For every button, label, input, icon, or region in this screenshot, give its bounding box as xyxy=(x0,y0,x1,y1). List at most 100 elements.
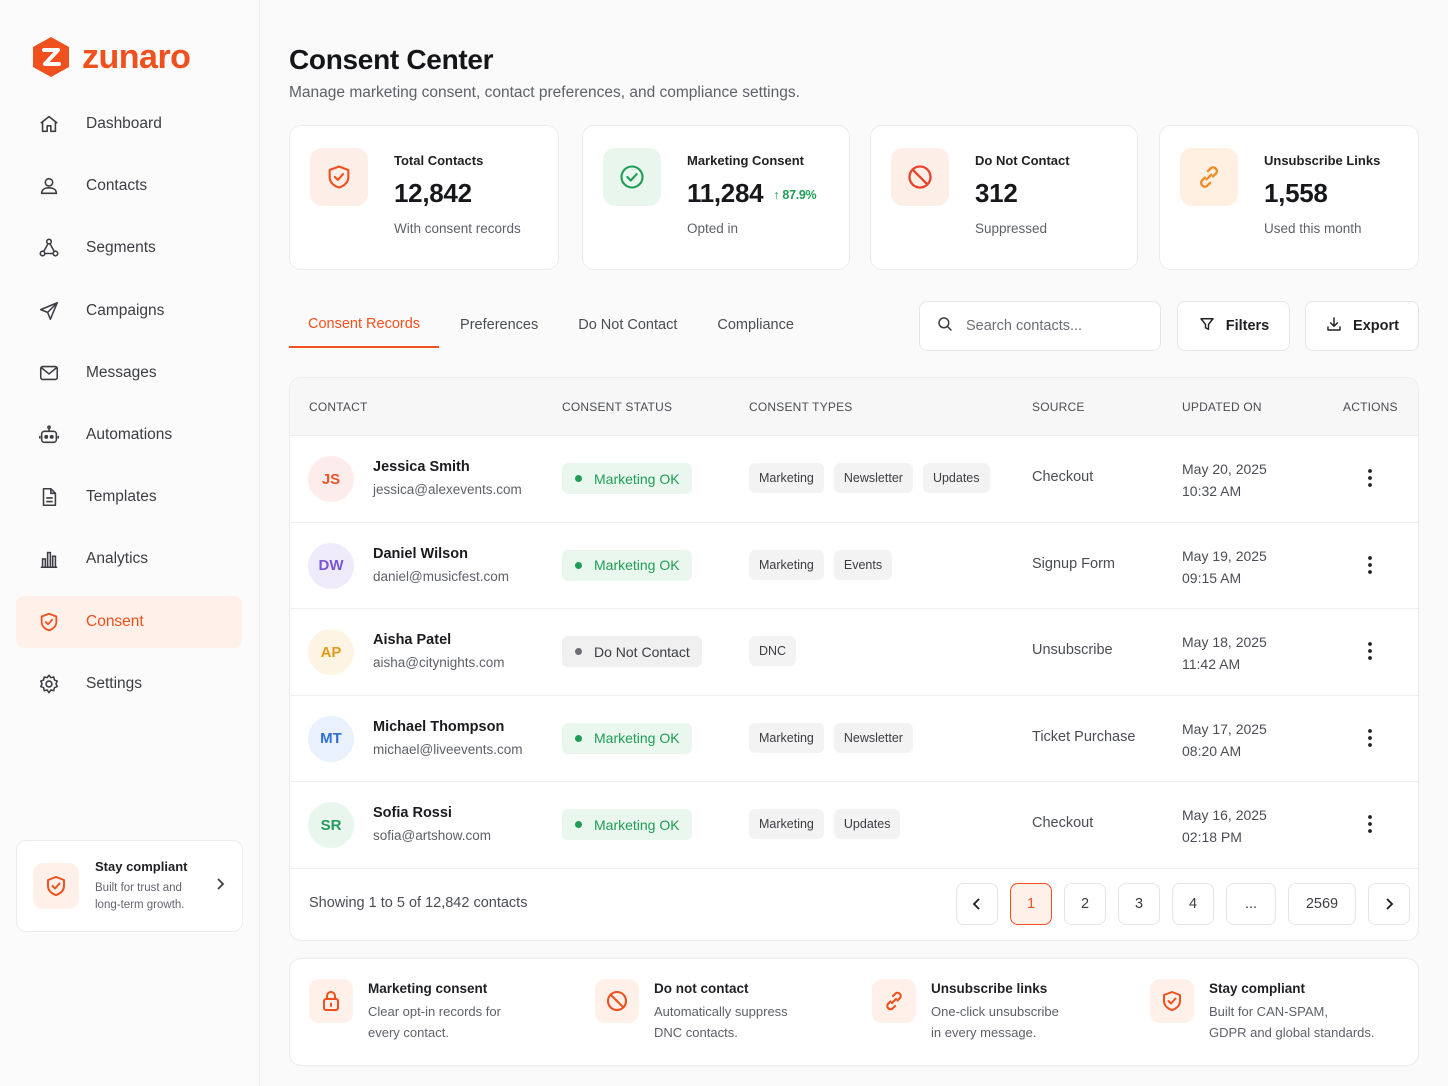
ban-icon xyxy=(595,979,639,1023)
export-label: Export xyxy=(1353,318,1399,334)
feature-desc-line: One-click unsubscribe xyxy=(931,1004,1059,1019)
page-button[interactable]: 2 xyxy=(1064,883,1106,925)
more-actions-icon[interactable] xyxy=(1358,726,1382,750)
updated-time: 02:18 PM xyxy=(1182,829,1242,846)
stay-compliant-card[interactable]: Stay compliant Built for trust and long-… xyxy=(16,840,243,932)
updated-on: May 20, 2025 10:32 AM xyxy=(1182,458,1267,502)
stat-card-marketing-consent: Marketing Consent 11,284 ↑ 87.9% Opted in xyxy=(582,125,850,270)
tab-consent-records[interactable]: Consent Records xyxy=(289,302,440,348)
sidebar-item-analytics[interactable]: Analytics xyxy=(16,533,242,585)
sidebar-item-label: Campaigns xyxy=(86,301,165,319)
updated-on: May 19, 2025 09:15 AM xyxy=(1182,545,1267,589)
consent-type-tag: Newsletter xyxy=(833,722,913,753)
column-header: CONTACT xyxy=(309,400,368,414)
page-button[interactable]: 4 xyxy=(1172,883,1214,925)
consent-types: Marketing Events xyxy=(749,549,893,580)
consent-type-tag: Marketing xyxy=(749,809,824,840)
contact-name: Jessica Smith xyxy=(373,459,470,475)
sidebar-item-dashboard[interactable]: Dashboard xyxy=(16,98,242,150)
chevron-right-icon xyxy=(1386,898,1394,910)
avatar: DW xyxy=(308,542,354,589)
lock-icon xyxy=(309,979,353,1023)
consent-type-tag: Marketing xyxy=(749,549,824,580)
next-page-button[interactable] xyxy=(1368,883,1410,925)
stat-card-do-not-contact: Do Not Contact 312 Suppressed xyxy=(870,125,1138,270)
shield-check-icon xyxy=(310,148,368,206)
more-actions-icon[interactable] xyxy=(1358,466,1382,490)
sidebar-item-messages[interactable]: Messages xyxy=(16,347,242,399)
source: Unsubscribe xyxy=(1032,642,1113,659)
feature-stay-compliant: Stay compliant Built for CAN-SPAM, GDPR a… xyxy=(1150,979,1374,1043)
avatar: JS xyxy=(308,456,354,502)
feature-unsubscribe-links: Unsubscribe links One-click unsubscribe i… xyxy=(872,979,1059,1043)
sidebar-item-segments[interactable]: Segments xyxy=(16,222,242,274)
table-row[interactable]: MT Michael Thompson michael@liveevents.c… xyxy=(290,696,1418,783)
search-input[interactable] xyxy=(966,318,1146,334)
search-icon xyxy=(936,315,954,338)
contact-name: Aisha Patel xyxy=(373,632,452,649)
stat-label: Total Contacts xyxy=(394,153,484,168)
stat-value: 11,284 ↑ 87.9% xyxy=(687,178,817,209)
sidebar-item-automations[interactable]: Automations xyxy=(16,409,242,461)
robot-icon xyxy=(38,424,60,446)
table-row[interactable]: DW Daniel Wilson daniel@musicfest.com Ma… xyxy=(290,523,1418,610)
column-header: UPDATED ON xyxy=(1182,400,1262,414)
updated-date: May 20, 2025 xyxy=(1182,461,1267,477)
contact-email: daniel@musicfest.com xyxy=(373,568,510,584)
table-row[interactable]: AP Aisha Patel aisha@citynights.com Do N… xyxy=(290,609,1418,696)
page-button[interactable]: 3 xyxy=(1118,883,1160,925)
send-icon xyxy=(38,300,60,322)
shield-check-icon xyxy=(38,611,60,633)
sidebar-nav: Dashboard Contacts Segments Campaigns Me… xyxy=(16,98,242,720)
logo[interactable]: zunaro xyxy=(32,36,191,78)
status-dot xyxy=(575,561,582,569)
more-actions-icon[interactable] xyxy=(1358,812,1382,836)
prev-page-button[interactable] xyxy=(956,883,998,925)
link-icon xyxy=(1180,148,1238,206)
consent-types: DNC xyxy=(749,636,797,667)
page-button[interactable]: 2569 xyxy=(1288,883,1356,925)
table-row[interactable]: JS Jessica Smith jessica@alexevents.com … xyxy=(290,436,1418,523)
updated-on: May 18, 2025 11:42 AM xyxy=(1182,631,1267,675)
table-row[interactable]: SR Sofia Rossi sofia@artshow.com Marketi… xyxy=(290,782,1418,869)
more-actions-icon[interactable] xyxy=(1358,553,1382,577)
table-header: CONTACT CONSENT STATUS CONSENT TYPES SOU… xyxy=(290,378,1418,436)
shield-check-icon xyxy=(1150,979,1194,1023)
consent-types: Marketing Updates xyxy=(749,809,901,840)
arrow-up-icon: ↑ xyxy=(773,188,783,203)
filter-icon xyxy=(1198,315,1216,337)
avatar: MT xyxy=(308,715,354,762)
feature-desc-line: Built for CAN-SPAM, xyxy=(1209,1004,1328,1019)
sidebar-item-contacts[interactable]: Contacts xyxy=(16,160,242,212)
stat-card-unsubscribe-links: Unsubscribe Links 1,558 Used this month xyxy=(1159,125,1419,270)
feature-desc-line: Clear opt-in records for xyxy=(368,1004,501,1019)
page-button[interactable]: 1 xyxy=(1010,883,1052,925)
contact-email: aisha@citynights.com xyxy=(373,655,505,671)
stat-sub: With consent records xyxy=(394,221,521,236)
export-button[interactable]: Export xyxy=(1305,301,1419,351)
feature-desc-line: GDPR and global standards. xyxy=(1209,1025,1375,1040)
more-actions-icon[interactable] xyxy=(1358,639,1382,663)
updated-on: May 17, 2025 08:20 AM xyxy=(1182,718,1267,762)
consent-type-tag: DNC xyxy=(749,636,797,667)
tab-preferences[interactable]: Preferences xyxy=(460,317,539,333)
status-label: Do Not Contact xyxy=(594,643,690,660)
tab-do-not-contact[interactable]: Do Not Contact xyxy=(578,317,678,333)
filters-label: Filters xyxy=(1225,318,1270,334)
ban-icon xyxy=(891,148,949,206)
updated-time: 08:20 AM xyxy=(1182,742,1242,759)
sidebar-item-settings[interactable]: Settings xyxy=(16,658,242,710)
column-header: CONSENT STATUS xyxy=(562,400,673,414)
stat-value: 12,842 xyxy=(394,178,472,208)
sidebar-item-templates[interactable]: Templates xyxy=(16,471,242,523)
tab-compliance[interactable]: Compliance xyxy=(717,317,794,333)
filters-button[interactable]: Filters xyxy=(1177,301,1290,351)
sidebar-item-label: Segments xyxy=(86,239,156,257)
sidebar-item-campaigns[interactable]: Campaigns xyxy=(16,285,242,337)
sidebar-item-label: Messages xyxy=(86,363,157,381)
sidebar-item-consent[interactable]: Consent xyxy=(16,595,242,648)
contact-email: jessica@alexevents.com xyxy=(373,482,522,497)
table-footer: Showing 1 to 5 of 12,842 contacts 1 2 3 … xyxy=(290,869,1418,940)
tab-bar: Consent Records Preferences Do Not Conta… xyxy=(289,302,815,352)
feature-desc: Built for CAN-SPAM, GDPR and global stand… xyxy=(1209,1001,1374,1043)
